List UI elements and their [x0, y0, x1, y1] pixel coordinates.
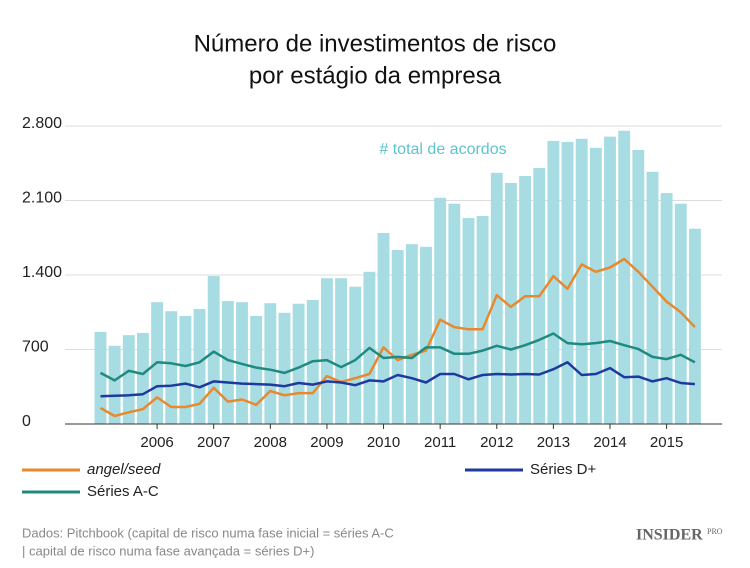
series-line: [99, 332, 696, 382]
x-tick-label: 2009: [310, 434, 343, 451]
legend-label: Séries D+: [530, 461, 597, 478]
series-line: [100, 361, 695, 398]
bar: [462, 218, 475, 424]
bar: [391, 249, 404, 424]
bar: [660, 193, 673, 424]
bar: [94, 331, 107, 424]
y-tick-label: 2.100: [22, 190, 62, 207]
y-tick-label: 1.400: [22, 264, 62, 281]
bar: [179, 315, 192, 424]
y-tick-label: 0: [22, 413, 31, 430]
chart-title: Número de investimentos de risco: [194, 30, 557, 57]
bar: [221, 301, 234, 424]
x-tick-label: 2006: [140, 434, 173, 451]
bar: [632, 149, 645, 425]
series-line: [99, 257, 696, 418]
x-tick-label: 2007: [197, 434, 230, 451]
x-tick-label: 2014: [593, 434, 626, 451]
bar: [504, 182, 517, 424]
bar: [278, 312, 291, 424]
bar: [193, 309, 206, 424]
bar: [108, 345, 121, 424]
source-note: Dados: Pitchbook (capital de risco numa …: [22, 525, 394, 540]
bar: [207, 276, 220, 424]
bar: [264, 303, 277, 424]
bar: [320, 278, 333, 424]
bar: [434, 197, 447, 424]
bar: [405, 244, 418, 424]
bar: [589, 147, 602, 424]
x-tick-label: 2011: [424, 434, 456, 451]
bar: [519, 176, 532, 424]
bar: [618, 130, 631, 424]
bar: [122, 335, 135, 424]
bar: [547, 140, 560, 424]
y-tick-label: 700: [22, 339, 49, 356]
logo: INSIDER: [636, 527, 703, 544]
x-tick-label: 2010: [367, 434, 400, 451]
chart-title: por estágio da empresa: [249, 62, 502, 89]
legend-label: Séries A-C: [87, 483, 159, 500]
bar: [250, 315, 263, 424]
bar: [561, 141, 574, 424]
logo-suffix: PRO: [707, 527, 723, 536]
bar: [136, 333, 149, 424]
y-tick-label: 2.800: [22, 115, 62, 132]
bar: [349, 286, 362, 424]
source-note: | capital de risco numa fase avançada = …: [22, 543, 314, 558]
bar: [165, 311, 178, 424]
bar: [377, 232, 390, 424]
bar: [476, 215, 489, 424]
bar: [448, 203, 461, 424]
legend-label: angel/seed: [87, 461, 161, 478]
bar: [575, 138, 588, 424]
bar: [292, 303, 305, 424]
x-tick-label: 2012: [480, 434, 513, 451]
bar: [420, 246, 432, 424]
x-tick-label: 2013: [537, 434, 570, 451]
series-annotation: # total de acordos: [379, 141, 506, 158]
bar: [646, 171, 659, 424]
x-tick-label: 2015: [650, 434, 683, 451]
bar: [335, 278, 348, 424]
bar: [604, 136, 616, 424]
x-tick-label: 2008: [254, 434, 287, 451]
